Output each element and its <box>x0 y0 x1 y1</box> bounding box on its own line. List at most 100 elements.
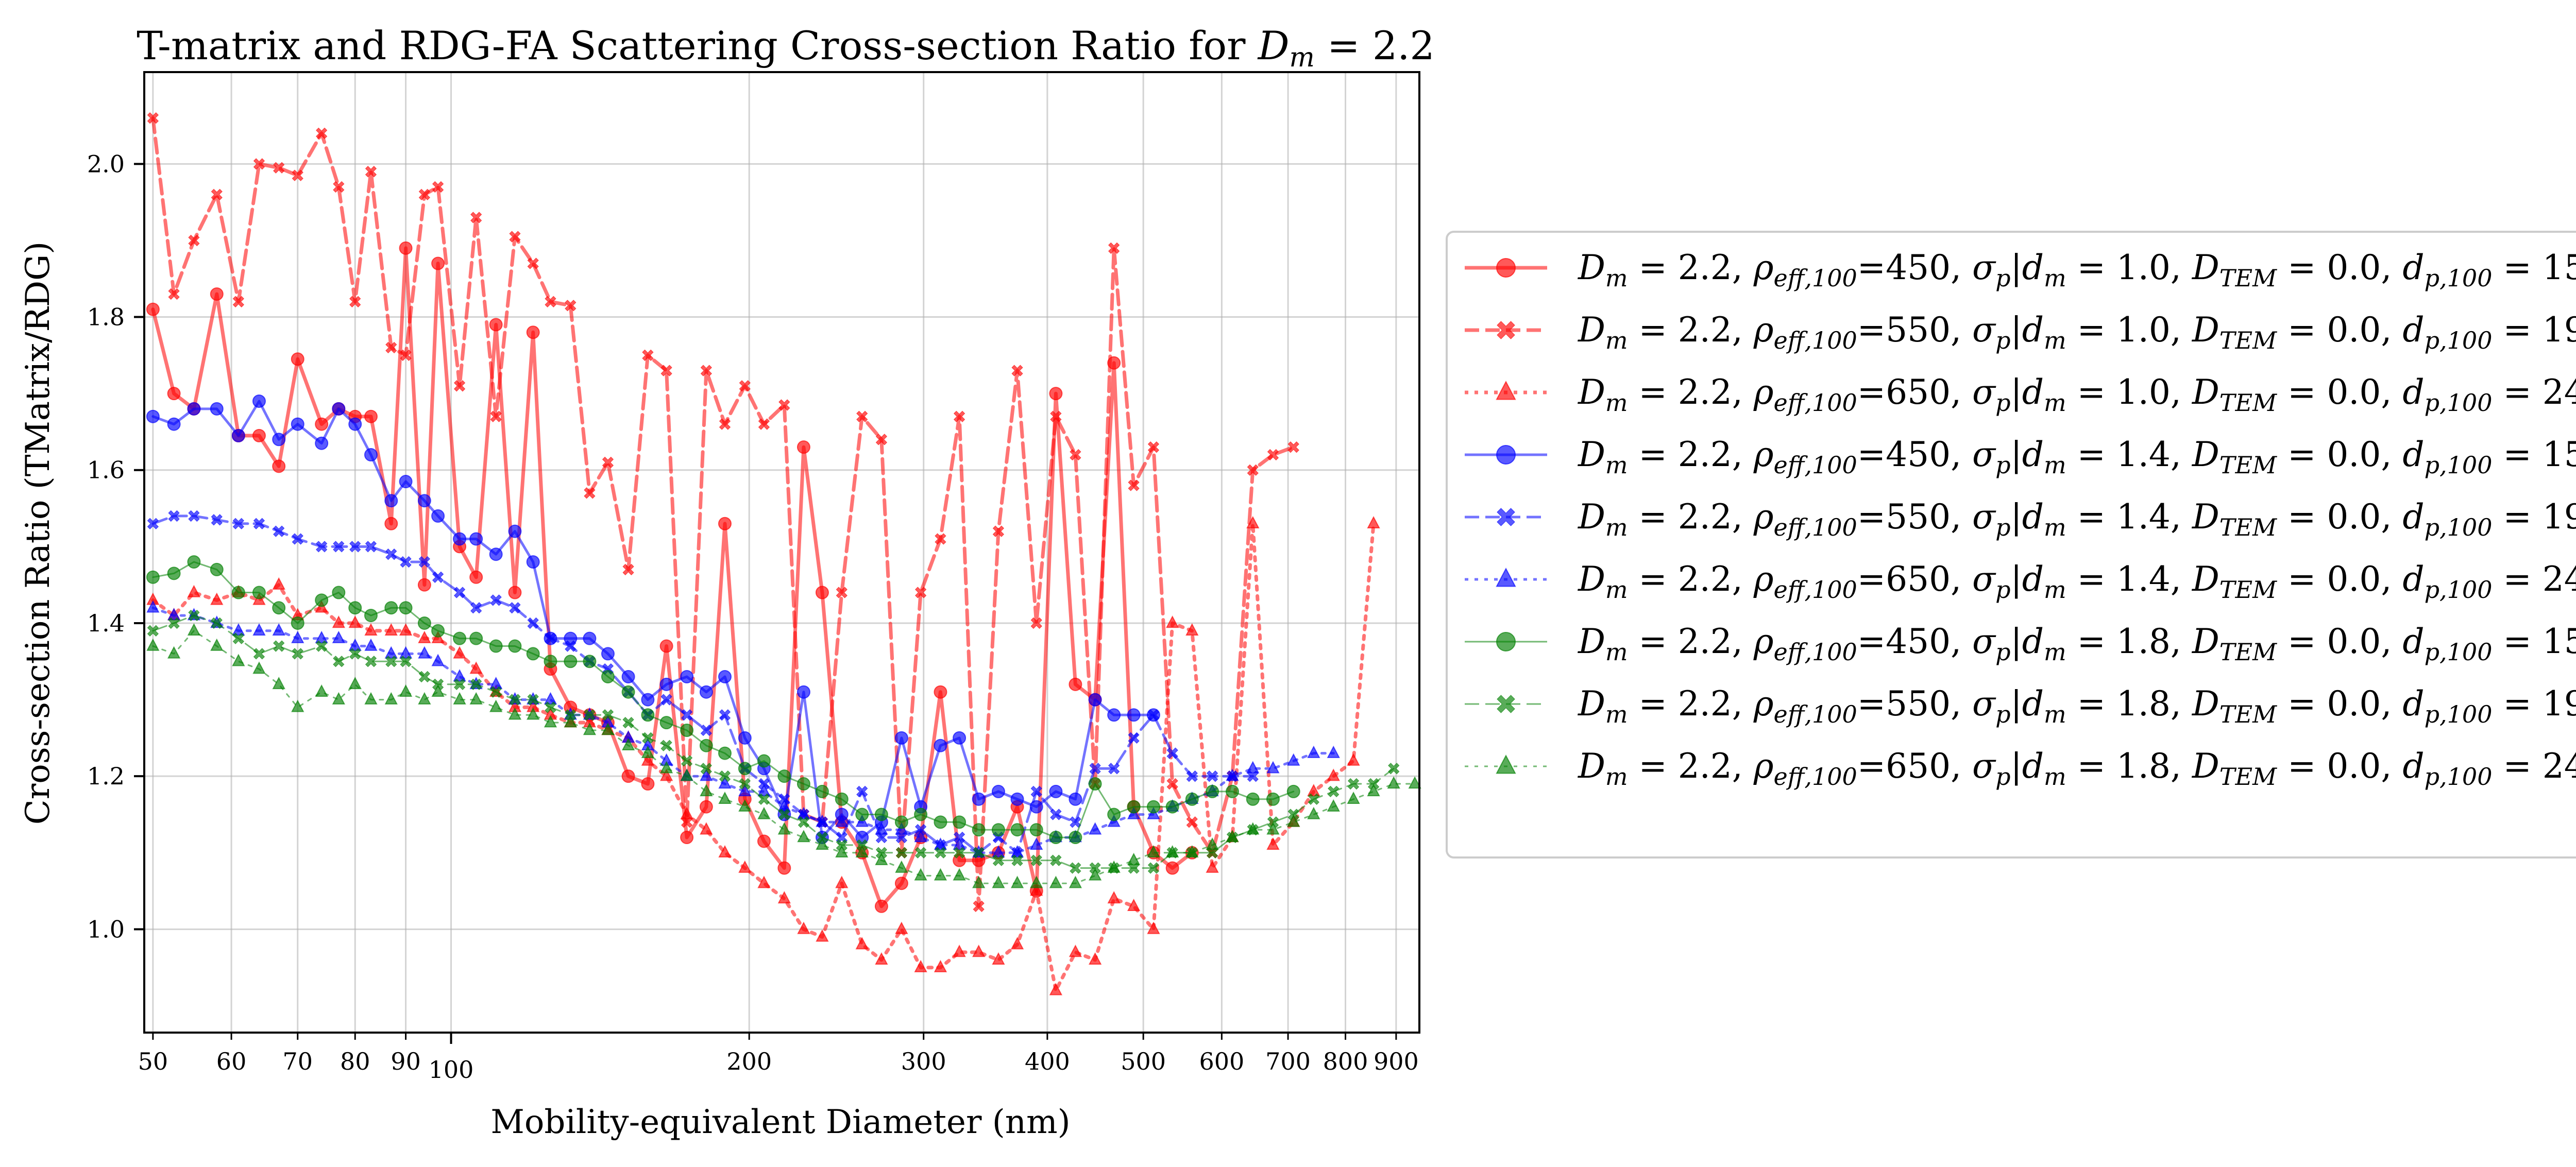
data-point <box>1030 883 1043 896</box>
legend-value: = 1.0, <box>2066 310 2192 350</box>
legend-entry: Dm = 2.2, ρeff,100=650, σp|dm = 1.8, DTE… <box>1465 746 2576 791</box>
legend-subscript: p <box>1995 576 2010 604</box>
data-point <box>1388 763 1400 775</box>
data-point <box>399 475 413 489</box>
data-point <box>489 699 503 712</box>
data-point <box>252 661 266 674</box>
legend-value: =550, <box>1857 497 1972 537</box>
legend-subscript: m <box>1605 327 1628 354</box>
data-point <box>1010 876 1024 888</box>
data-point <box>992 854 1005 866</box>
data-point <box>815 784 829 798</box>
data-point <box>681 709 693 721</box>
data-point <box>489 639 503 653</box>
legend-subscript: m <box>1605 264 1628 292</box>
data-point <box>992 876 1005 888</box>
data-point <box>895 860 908 873</box>
legend-box <box>1446 231 2576 859</box>
data-point <box>348 417 362 431</box>
chart-title: T-matrix and RDG-FA Scattering Cross-sec… <box>137 23 1434 73</box>
data-point <box>272 459 286 473</box>
legend-value: =650, <box>1857 746 1972 786</box>
data-point <box>1107 808 1121 821</box>
data-point <box>399 684 413 697</box>
data-point <box>681 755 693 767</box>
data-point <box>914 868 927 881</box>
data-point <box>315 436 329 450</box>
legend-symbol: σ <box>1972 310 1996 350</box>
data-point <box>544 692 557 705</box>
legend-entry: Dm = 2.2, ρeff,100=550, σp|dm = 1.0, DTE… <box>1465 310 2576 354</box>
data-point <box>777 769 791 783</box>
data-point <box>527 694 539 706</box>
legend-value: = 2.2, <box>1628 435 1754 474</box>
legend-subscript: m <box>2044 327 2066 354</box>
data-point <box>272 623 285 636</box>
series-9 <box>146 623 1421 888</box>
data-point <box>816 814 829 827</box>
x-tick-label: 900 <box>1374 1048 1419 1075</box>
legend-subscript: p <box>1995 451 2010 479</box>
data-point <box>291 417 304 431</box>
data-point <box>1127 708 1141 722</box>
data-point <box>385 341 397 354</box>
data-point <box>315 684 328 697</box>
data-point <box>621 670 635 683</box>
legend-value: = 1.0, <box>2066 248 2192 287</box>
data-point <box>777 799 791 812</box>
data-point <box>417 616 431 630</box>
data-point <box>453 532 467 546</box>
data-point <box>316 640 328 652</box>
legend-symbol: d <box>2402 622 2424 661</box>
legend-symbol: ρ <box>1753 559 1774 599</box>
data-point <box>875 831 888 844</box>
legend-symbol: d <box>2402 435 2424 474</box>
data-point <box>1206 837 1219 850</box>
data-point <box>777 822 791 835</box>
data-point <box>273 640 285 652</box>
legend-symbol: D <box>2192 684 2219 724</box>
data-point <box>972 792 986 806</box>
legend-symbol: ρ <box>1753 497 1774 537</box>
legend-symbol: d <box>2402 497 2424 537</box>
legend-value: = 1.8, <box>2066 746 2192 786</box>
data-point <box>431 684 445 697</box>
data-point <box>796 685 810 699</box>
data-point <box>399 241 413 255</box>
data-point <box>874 899 888 913</box>
data-point <box>835 845 849 858</box>
data-point <box>1186 770 1198 782</box>
data-point <box>699 685 713 699</box>
legend-subscript: p <box>1995 389 2010 417</box>
data-point <box>146 409 160 423</box>
data-point <box>348 638 362 651</box>
data-point <box>659 639 673 653</box>
data-point <box>680 670 694 683</box>
x-tick-label: 400 <box>1025 1048 1070 1075</box>
data-point <box>431 509 445 523</box>
data-point <box>641 753 655 766</box>
data-point <box>914 808 928 821</box>
data-point <box>253 648 265 660</box>
legend-marker <box>1496 445 1516 465</box>
data-point <box>272 433 286 447</box>
data-point <box>914 959 927 972</box>
data-point <box>856 785 868 798</box>
legend-symbol: D <box>2192 248 2219 287</box>
data-point <box>544 655 557 668</box>
series-8 <box>147 609 1400 874</box>
data-point <box>399 646 413 659</box>
data-point <box>835 792 849 806</box>
legend-symbol: D <box>1578 497 1605 537</box>
data-point <box>365 166 377 178</box>
data-point <box>1347 791 1360 804</box>
data-point <box>935 847 946 859</box>
data-point <box>1030 854 1042 866</box>
data-point <box>972 876 986 888</box>
legend-value: = 2.2, <box>1628 497 1754 537</box>
data-point <box>431 256 445 270</box>
data-point <box>680 768 693 781</box>
data-point <box>1010 823 1024 837</box>
legend-value: = 0.0, <box>2277 497 2402 537</box>
